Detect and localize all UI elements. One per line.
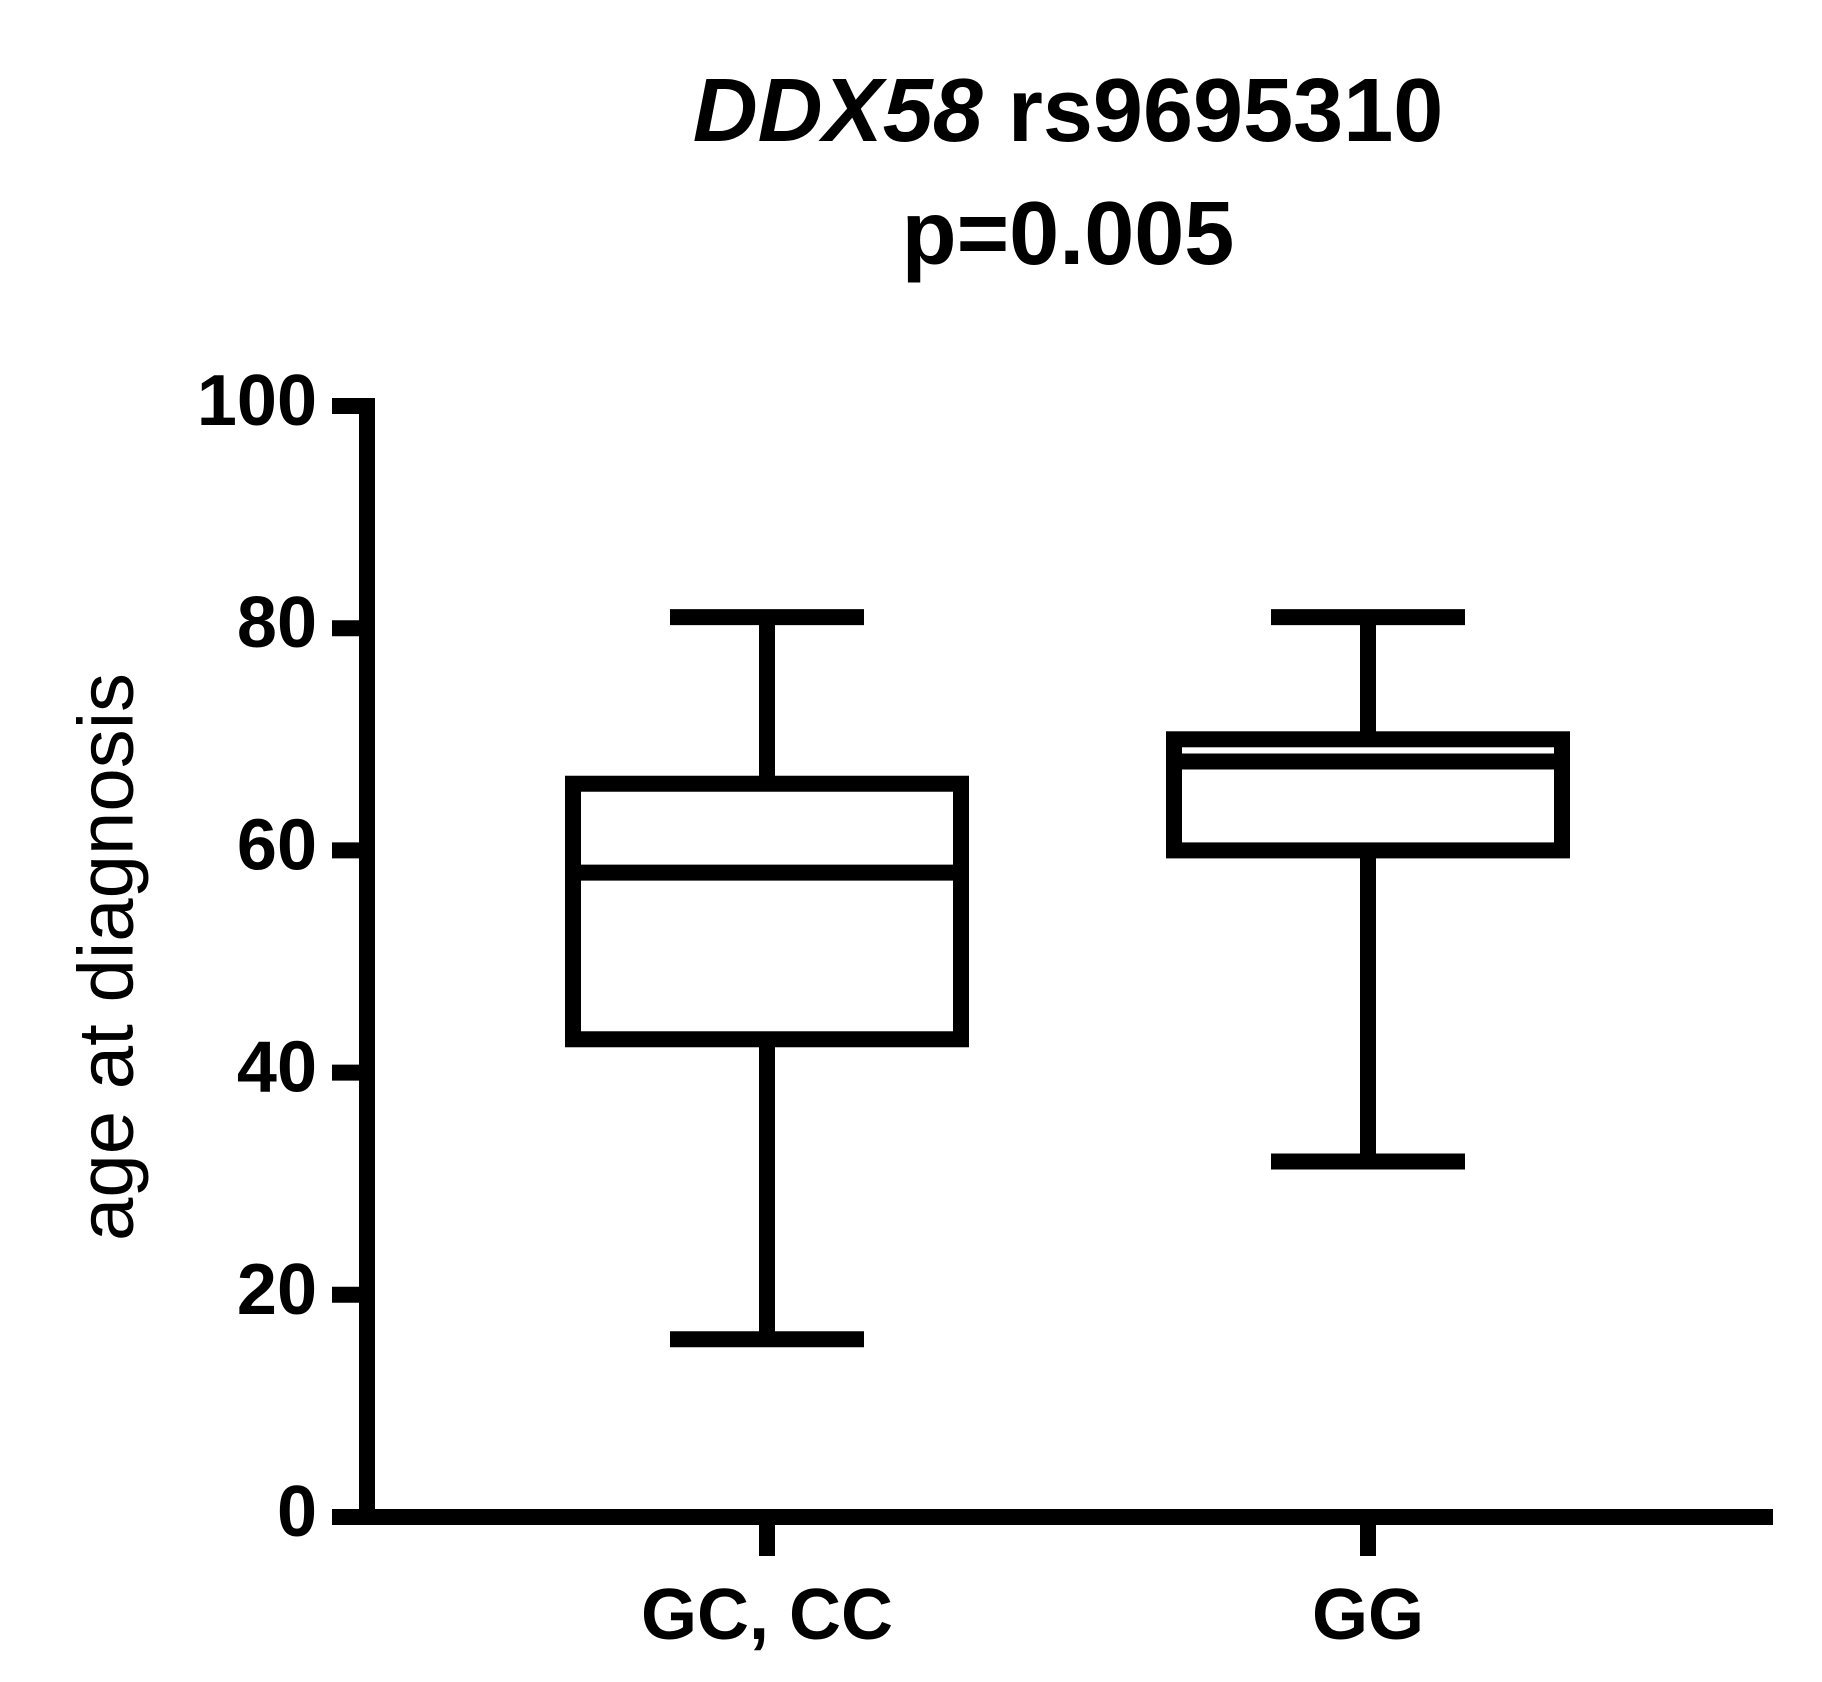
title-gene: DDX58 [693,61,983,161]
y-tick-label: 100 [197,361,317,441]
chart-subtitle: p=0.005 [902,184,1235,284]
y-axis-label: age at diagnosis [62,673,150,1241]
x-tick-label: GG [1312,1575,1424,1655]
y-tick-label: 80 [237,583,317,663]
y-tick-label: 60 [237,805,317,885]
box [565,775,969,1048]
x-tick-label: GC, CC [641,1575,893,1655]
chart-title: DDX58 rs9695310 [693,61,1444,161]
y-tick-label: 0 [277,1472,317,1552]
title-marker: rs9695310 [1008,61,1443,161]
y-tick-label: 20 [237,1250,317,1330]
y-tick-label: 40 [237,1028,317,1108]
